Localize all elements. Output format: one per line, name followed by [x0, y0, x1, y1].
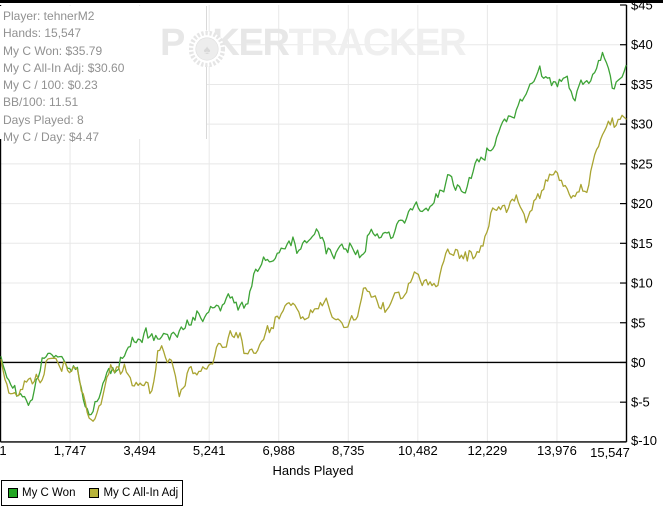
svg-text:$10: $10 — [631, 276, 653, 291]
svg-text:12,229: 12,229 — [468, 443, 508, 458]
svg-text:$-5: $-5 — [631, 395, 650, 410]
svg-text:6,988: 6,988 — [262, 443, 295, 458]
svg-text:$20: $20 — [631, 196, 653, 211]
svg-text:$-10: $-10 — [631, 433, 657, 448]
svg-text:$30: $30 — [631, 117, 653, 132]
svg-text:$25: $25 — [631, 156, 653, 171]
svg-text:$5: $5 — [631, 315, 645, 330]
svg-text:3,494: 3,494 — [123, 443, 156, 458]
svg-text:♠: ♠ — [204, 42, 211, 57]
svg-text:Hands Played: Hands Played — [273, 463, 354, 478]
svg-text:10,482: 10,482 — [398, 443, 438, 458]
svg-text:15,547: 15,547 — [590, 445, 630, 460]
svg-text:13,976: 13,976 — [537, 443, 577, 458]
svg-text:8,735: 8,735 — [332, 443, 365, 458]
svg-text:1: 1 — [0, 443, 7, 458]
svg-text:1,747: 1,747 — [54, 443, 87, 458]
svg-text:$15: $15 — [631, 236, 653, 251]
svg-text:$40: $40 — [631, 37, 653, 52]
svg-text:$0: $0 — [631, 355, 645, 370]
svg-text:5,241: 5,241 — [193, 443, 226, 458]
svg-text:$45: $45 — [631, 3, 653, 13]
svg-text:$35: $35 — [631, 77, 653, 92]
